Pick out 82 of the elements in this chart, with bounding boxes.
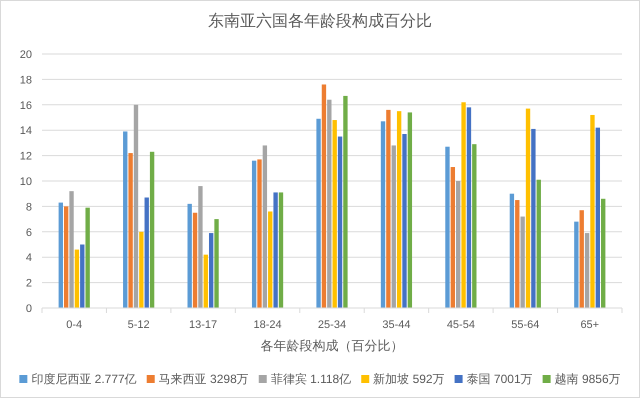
bar — [64, 206, 68, 308]
y-tick-label: 14 — [20, 125, 32, 138]
bar — [408, 112, 412, 308]
x-axis-title: 各年龄段构成（百分比） — [260, 338, 404, 353]
bar — [144, 198, 149, 308]
bar — [526, 108, 530, 308]
y-tick-label: 16 — [20, 100, 32, 112]
y-tick-label: 10 — [20, 176, 32, 188]
bar — [278, 192, 284, 308]
bar — [392, 145, 396, 308]
legend-label: 马来西亚 3298万 — [158, 372, 249, 386]
legend-label: 印度尼西亚 2.777亿 — [31, 372, 137, 386]
bar — [343, 96, 348, 308]
x-tick-label: 0-4 — [66, 319, 82, 331]
legend-label: 菲律宾 1.118亿 — [270, 372, 352, 386]
y-tick-label: 18 — [20, 74, 32, 86]
bar — [450, 167, 456, 308]
bar — [596, 128, 600, 308]
bar — [316, 118, 321, 308]
x-tick-label: 13-17 — [189, 319, 218, 331]
legend-label: 泰国 7001万 — [466, 372, 533, 386]
x-tick-label: 5-12 — [128, 319, 150, 331]
bar — [134, 104, 138, 308]
bar — [198, 186, 203, 308]
bar — [402, 134, 407, 308]
x-tick-label: 25-34 — [318, 319, 346, 331]
bar — [69, 191, 74, 308]
y-tick-label: 6 — [26, 226, 32, 239]
x-tick-label: 45-54 — [446, 319, 475, 331]
bar — [332, 120, 337, 308]
bar — [466, 107, 472, 308]
bar — [204, 254, 208, 308]
x-tick-label: 18-24 — [253, 319, 282, 331]
bar — [252, 160, 256, 308]
bar — [445, 146, 450, 308]
bar — [338, 136, 342, 308]
bar — [396, 111, 402, 308]
x-tick-label: 35-44 — [382, 319, 411, 331]
bar — [273, 192, 278, 308]
bar — [192, 212, 198, 308]
bar — [262, 145, 268, 308]
bar — [257, 159, 262, 308]
bar — [214, 219, 219, 308]
bar — [531, 128, 536, 308]
bar — [584, 233, 590, 308]
y-tick-label: 8 — [26, 201, 32, 214]
bar — [386, 110, 391, 308]
x-tick-label: 55-64 — [511, 319, 540, 331]
x-tick-label: 65+ — [580, 319, 600, 331]
bar — [58, 202, 63, 308]
bar — [601, 198, 606, 308]
bar — [515, 200, 520, 308]
bar — [536, 180, 541, 308]
bar — [327, 100, 332, 308]
legend-label: 新加坡 592万 — [373, 372, 445, 386]
bar — [128, 153, 133, 308]
bar — [85, 208, 90, 308]
bar — [472, 144, 476, 308]
bar — [74, 250, 80, 308]
bar — [80, 244, 84, 308]
bar — [590, 114, 595, 308]
bar — [520, 216, 525, 308]
y-tick-label: 0 — [26, 303, 32, 315]
bar — [208, 233, 214, 308]
bar — [574, 222, 579, 308]
chart-title: 东南亚六国各年龄段构成百分比 — [208, 12, 432, 30]
bar — [150, 152, 154, 308]
bar — [380, 121, 386, 308]
bar — [139, 232, 144, 308]
bar — [580, 210, 584, 308]
y-tick-label: 20 — [20, 49, 32, 61]
legend-label: 越南 9856万 — [554, 372, 621, 386]
bar — [510, 194, 514, 308]
bar — [322, 84, 326, 308]
y-tick-label: 12 — [20, 150, 32, 163]
bar — [188, 204, 192, 308]
bar — [456, 181, 460, 308]
bar — [461, 102, 466, 308]
y-tick-label: 4 — [26, 252, 32, 264]
bar — [268, 211, 272, 308]
y-tick-label: 2 — [26, 278, 32, 290]
bar — [123, 131, 128, 308]
